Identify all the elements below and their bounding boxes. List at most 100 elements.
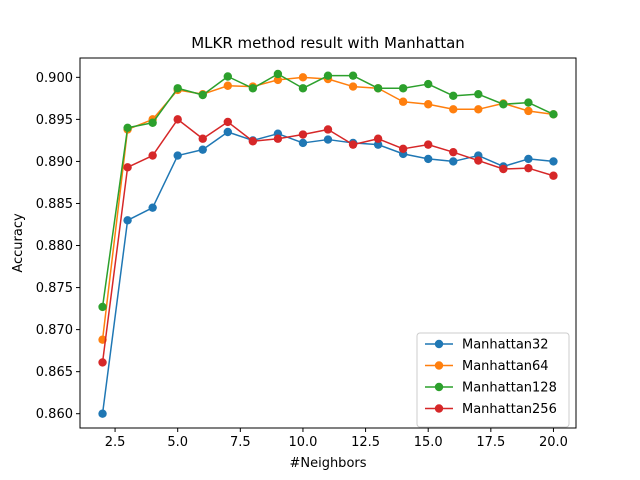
legend-label: Manhattan256 <box>462 402 557 417</box>
data-point-manhattan32 <box>198 145 207 154</box>
legend-item: Manhattan256 <box>425 402 557 417</box>
data-point-manhattan256 <box>449 147 458 157</box>
data-point-manhattan128 <box>524 98 533 107</box>
plot-frame <box>79 57 577 429</box>
data-point-manhattan256 <box>98 358 107 367</box>
data-point-manhattan256 <box>348 140 358 149</box>
x-tick-label: 20.0 <box>539 435 568 450</box>
data-point-manhattan128 <box>98 302 107 312</box>
legend-label: Manhattan32 <box>462 338 549 353</box>
series-manhattan128 <box>98 69 558 312</box>
data-point-manhattan32 <box>373 140 383 149</box>
x-tick-label: 2.5 <box>105 435 126 450</box>
legend-box <box>416 332 570 428</box>
legend-swatch-marker <box>434 361 444 370</box>
data-point-manhattan128 <box>273 69 283 79</box>
data-point-manhattan64 <box>273 75 283 85</box>
y-tick-label: 0.870 <box>36 323 73 338</box>
data-point-manhattan256 <box>398 144 408 154</box>
data-point-manhattan256 <box>273 134 283 143</box>
data-point-manhattan32 <box>223 127 232 137</box>
y-axis: 0.860 0.865 0.870 0.875 0.880 0.885 0.890 0.895… <box>36 71 80 422</box>
x-axis-label: #Neighbors <box>289 456 366 471</box>
legend-item: Manhattan128 <box>425 381 557 396</box>
data-point-manhattan32 <box>173 151 182 160</box>
y-tick-label: 0.860 <box>36 407 73 422</box>
series-manhattan256 <box>98 115 558 367</box>
data-point-manhattan64 <box>348 82 358 91</box>
y-tick-label: 0.880 <box>36 239 73 254</box>
data-point-manhattan128 <box>223 72 232 81</box>
data-point-manhattan256 <box>373 134 383 143</box>
x-tick-label: 10.0 <box>288 435 317 450</box>
x-tick-label: 17.5 <box>476 435 505 450</box>
data-point-manhattan256 <box>499 164 508 174</box>
data-point-manhattan256 <box>424 140 433 149</box>
series-layer <box>98 69 558 418</box>
data-point-manhattan64 <box>398 97 408 106</box>
data-point-manhattan64 <box>223 81 232 90</box>
data-point-manhattan256 <box>524 163 533 173</box>
legend-item: Manhattan64 <box>425 359 549 374</box>
data-point-manhattan32 <box>524 154 533 164</box>
legend-swatch-marker <box>434 382 444 392</box>
data-point-manhattan128 <box>549 110 558 119</box>
data-point-manhattan128 <box>298 84 308 93</box>
data-point-manhattan256 <box>298 130 308 139</box>
y-tick-label: 0.875 <box>36 281 73 296</box>
data-point-manhattan128 <box>123 123 132 132</box>
data-point-manhattan32 <box>298 138 308 148</box>
x-tick-label: 7.5 <box>230 435 251 450</box>
data-point-manhattan128 <box>248 84 258 93</box>
y-tick-label: 0.885 <box>36 197 73 212</box>
legend-swatch-marker <box>434 404 444 413</box>
data-point-manhattan32 <box>424 154 433 164</box>
data-point-manhattan32 <box>148 203 157 212</box>
data-point-manhattan64 <box>449 105 458 114</box>
data-point-manhattan64 <box>424 100 433 109</box>
y-tick-label: 0.890 <box>36 155 73 170</box>
data-point-manhattan32 <box>549 157 558 166</box>
data-point-manhattan256 <box>123 163 132 172</box>
legend-item: Manhattan32 <box>425 338 549 353</box>
data-point-manhattan128 <box>148 118 157 127</box>
data-point-manhattan256 <box>173 115 182 124</box>
data-point-manhattan128 <box>373 84 383 93</box>
data-point-manhattan64 <box>298 73 308 82</box>
data-point-manhattan32 <box>98 409 107 418</box>
data-point-manhattan128 <box>173 84 182 93</box>
legend: Manhattan32 Manhattan64 Manhattan128 Manhat… <box>416 332 570 428</box>
data-point-manhattan64 <box>524 106 533 116</box>
x-tick-label: 15.0 <box>414 435 443 450</box>
data-point-manhattan128 <box>499 100 508 109</box>
data-point-manhattan256 <box>248 137 258 146</box>
y-tick-label: 0.865 <box>36 365 73 380</box>
legend-label: Manhattan64 <box>462 359 549 374</box>
y-tick-label: 0.895 <box>36 113 73 128</box>
data-point-manhattan128 <box>424 79 433 89</box>
x-tick-label: 5.0 <box>167 435 188 450</box>
data-point-manhattan256 <box>323 125 333 134</box>
x-tick-label: 12.5 <box>351 435 380 450</box>
chart-title: MLKR method result with Manhattan <box>191 34 465 52</box>
data-point-manhattan32 <box>323 135 333 144</box>
data-point-manhattan128 <box>323 71 333 80</box>
legend-label: Manhattan128 <box>462 381 557 396</box>
y-tick-label: 0.900 <box>36 71 73 86</box>
data-point-manhattan256 <box>223 117 232 127</box>
data-point-manhattan64 <box>474 105 483 114</box>
x-axis: 2.5 5.0 7.5 10.0 12.5 15.0 17.5 20.0 <box>105 428 568 450</box>
data-point-manhattan256 <box>198 134 207 143</box>
data-point-manhattan32 <box>449 157 458 166</box>
data-point-manhattan128 <box>474 89 483 99</box>
data-point-manhattan256 <box>549 171 558 180</box>
data-point-manhattan128 <box>449 91 458 101</box>
data-point-manhattan256 <box>148 151 157 160</box>
legend-swatch-marker <box>434 339 444 349</box>
data-point-manhattan32 <box>123 216 132 225</box>
data-point-manhattan256 <box>474 156 483 165</box>
data-point-manhattan128 <box>348 71 358 80</box>
y-axis-label: Accuracy <box>11 213 26 273</box>
data-point-manhattan128 <box>398 84 408 93</box>
